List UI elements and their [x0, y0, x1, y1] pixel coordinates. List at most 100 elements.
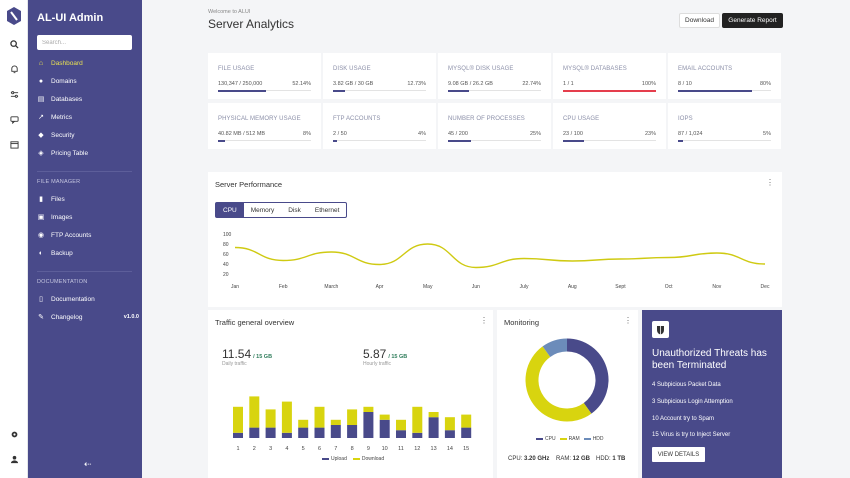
- threats-card: Unauthorized Threats has been Terminated…: [642, 310, 782, 478]
- doc-icon: ▯: [39, 296, 43, 303]
- sidebar-item-security[interactable]: ◆ Security: [37, 129, 137, 141]
- stat-card: PHYSICAL MEMORY USAGE 40.82 MB / 512 MB 8%: [208, 103, 321, 149]
- download-button[interactable]: Download: [679, 13, 720, 28]
- traffic-bar-chart: 1 2 3 4 5 6 7 8 9 10 11 12 13 14 15: [233, 396, 472, 452]
- traffic-card: Traffic general overview ⋮ 11.54 / 15 GB…: [208, 310, 493, 478]
- sidebar: AL-UI Admin ⌂ Dashboard ● Domains ▤ Databas…: [28, 0, 142, 478]
- search-input[interactable]: [37, 35, 132, 50]
- y-tick-label: 80: [223, 242, 229, 248]
- more-icon[interactable]: ⋮: [480, 316, 488, 325]
- stat-value: 1 / 1: [563, 81, 574, 87]
- page-title: Server Analytics: [208, 17, 295, 31]
- cpu-stat: CPU: 3.20 GHz: [508, 456, 549, 462]
- brand-title: AL-UI Admin: [37, 12, 104, 24]
- threat-item: 10 Account try to Spam: [652, 416, 715, 422]
- x-tick-label: Jan: [231, 284, 239, 290]
- ram-stat: RAM: 12 GB: [556, 456, 590, 462]
- x-tick-label: 5: [302, 446, 305, 452]
- more-icon[interactable]: ⋮: [766, 178, 774, 187]
- tab-cpu[interactable]: CPU: [216, 203, 244, 217]
- arrow-left-icon[interactable]: ⇠: [84, 459, 92, 469]
- welcome-text: Welcome to ALUI: [208, 9, 251, 15]
- stat-value: 8 / 10: [678, 81, 692, 87]
- sidebar-item-pricing-table[interactable]: ◈ Pricing Table: [37, 147, 137, 159]
- sidebar-item-files[interactable]: ▮ Files: [37, 193, 137, 205]
- x-tick-label: 8: [351, 446, 354, 452]
- x-tick-label: 2: [253, 446, 256, 452]
- x-tick-label: Apr: [376, 284, 384, 290]
- sidebar-item-metrics[interactable]: ↗ Metrics: [37, 111, 137, 123]
- sidebar-item-domains[interactable]: ● Domains: [37, 75, 137, 87]
- stat-value: 40.82 MB / 512 MB: [218, 131, 266, 137]
- threat-item: 4 Subpicious Packet Data: [652, 382, 721, 388]
- stat-value: 3.82 GB / 30 GB: [333, 81, 374, 87]
- sidebar-item-changelog[interactable]: ✎ Changelog v1.0.0: [37, 311, 139, 323]
- legend-ram: RAM: [568, 436, 580, 442]
- backup-icon: ◐: [38, 249, 44, 257]
- bar-download: [298, 419, 309, 428]
- x-tick-label: March: [324, 284, 338, 290]
- stat-progress-track: [448, 89, 541, 92]
- stat-progress-fill: [678, 89, 753, 92]
- y-tick-label: 100: [223, 232, 232, 238]
- x-tick-label: 14: [447, 446, 453, 452]
- sidebar-item-images[interactable]: ▣ Images: [37, 211, 137, 223]
- chat-icon[interactable]: [8, 113, 20, 125]
- stat-value: 130,347 / 250,000: [218, 81, 263, 87]
- icon-rail: [0, 0, 28, 478]
- stat-percent: 4%: [418, 131, 426, 137]
- bar-download: [347, 409, 358, 425]
- stat-percent: 25%: [529, 131, 541, 137]
- sidebar-item-documentation[interactable]: ▯ Documentation: [37, 293, 137, 305]
- generate-report-button[interactable]: Generate Report: [722, 13, 783, 28]
- legend-hdd: HDD: [592, 436, 604, 442]
- bar-upload: [444, 430, 455, 438]
- stat-card: EMAIL ACCOUNTS 8 / 10 80%: [668, 53, 781, 99]
- series-line: [234, 243, 766, 269]
- stat-percent: 22.74%: [522, 81, 541, 87]
- stat-progress-fill: [563, 89, 656, 92]
- legend-swatch-cpu: [536, 438, 543, 440]
- legend-swatch-hdd: [583, 438, 591, 440]
- x-tick-label: July: [520, 284, 529, 290]
- sidebar-item-ftp-accounts[interactable]: ◉ FTP Accounts: [37, 229, 137, 241]
- daily-traffic: 11.54 / 15 GB Daily traffic: [222, 347, 272, 367]
- divider: [37, 271, 132, 272]
- stat-percent: 5%: [763, 131, 771, 137]
- sliders-icon[interactable]: [8, 88, 20, 100]
- bell-icon[interactable]: [8, 63, 20, 75]
- stat-label: PHYSICAL MEMORY USAGE: [218, 116, 301, 122]
- bar-upload: [314, 427, 325, 438]
- user-icon[interactable]: [8, 453, 20, 465]
- bar-upload: [233, 432, 243, 438]
- stat-label: FILE USAGE: [218, 66, 255, 72]
- sidebar-item-databases[interactable]: ▤ Databases: [37, 93, 137, 105]
- sidebar-item-label: Pricing Table: [51, 149, 89, 157]
- view-details-button[interactable]: VIEW DETAILS: [652, 447, 705, 462]
- chart-icon: ↗: [38, 114, 44, 121]
- calendar-icon[interactable]: [8, 138, 20, 150]
- bar-download: [363, 406, 374, 412]
- search-icon[interactable]: [8, 38, 20, 50]
- stat-percent: 23%: [644, 131, 656, 137]
- stat-card: IOPS 87 / 1,024 5%: [668, 103, 781, 149]
- file-icon: ▮: [39, 196, 43, 203]
- more-icon[interactable]: ⋮: [624, 316, 632, 325]
- tab-disk[interactable]: Disk: [288, 206, 301, 214]
- bar-upload: [461, 427, 472, 438]
- stat-percent: 52.14%: [292, 81, 311, 87]
- stat-label: MYSQL® DISK USAGE: [448, 66, 514, 72]
- tag-icon: ◈: [38, 150, 44, 157]
- sidebar-item-backup[interactable]: ◐ Backup: [37, 247, 137, 259]
- stat-progress-fill: [448, 89, 470, 92]
- logo-icon[interactable]: [5, 6, 23, 26]
- tab-memory[interactable]: Memory: [250, 206, 275, 214]
- sidebar-item-dashboard[interactable]: ⌂ Dashboard: [37, 57, 137, 69]
- divider: [37, 171, 132, 172]
- stat-card: NUMBER OF PROCESSES 45 / 200 25%: [438, 103, 551, 149]
- stat-progress-track: [563, 89, 656, 92]
- gear-icon[interactable]: [8, 428, 20, 440]
- tab-ethernet[interactable]: Ethernet: [314, 206, 340, 214]
- hourly-traffic-value: 5.87: [363, 347, 387, 361]
- x-tick-label: 12: [414, 446, 420, 452]
